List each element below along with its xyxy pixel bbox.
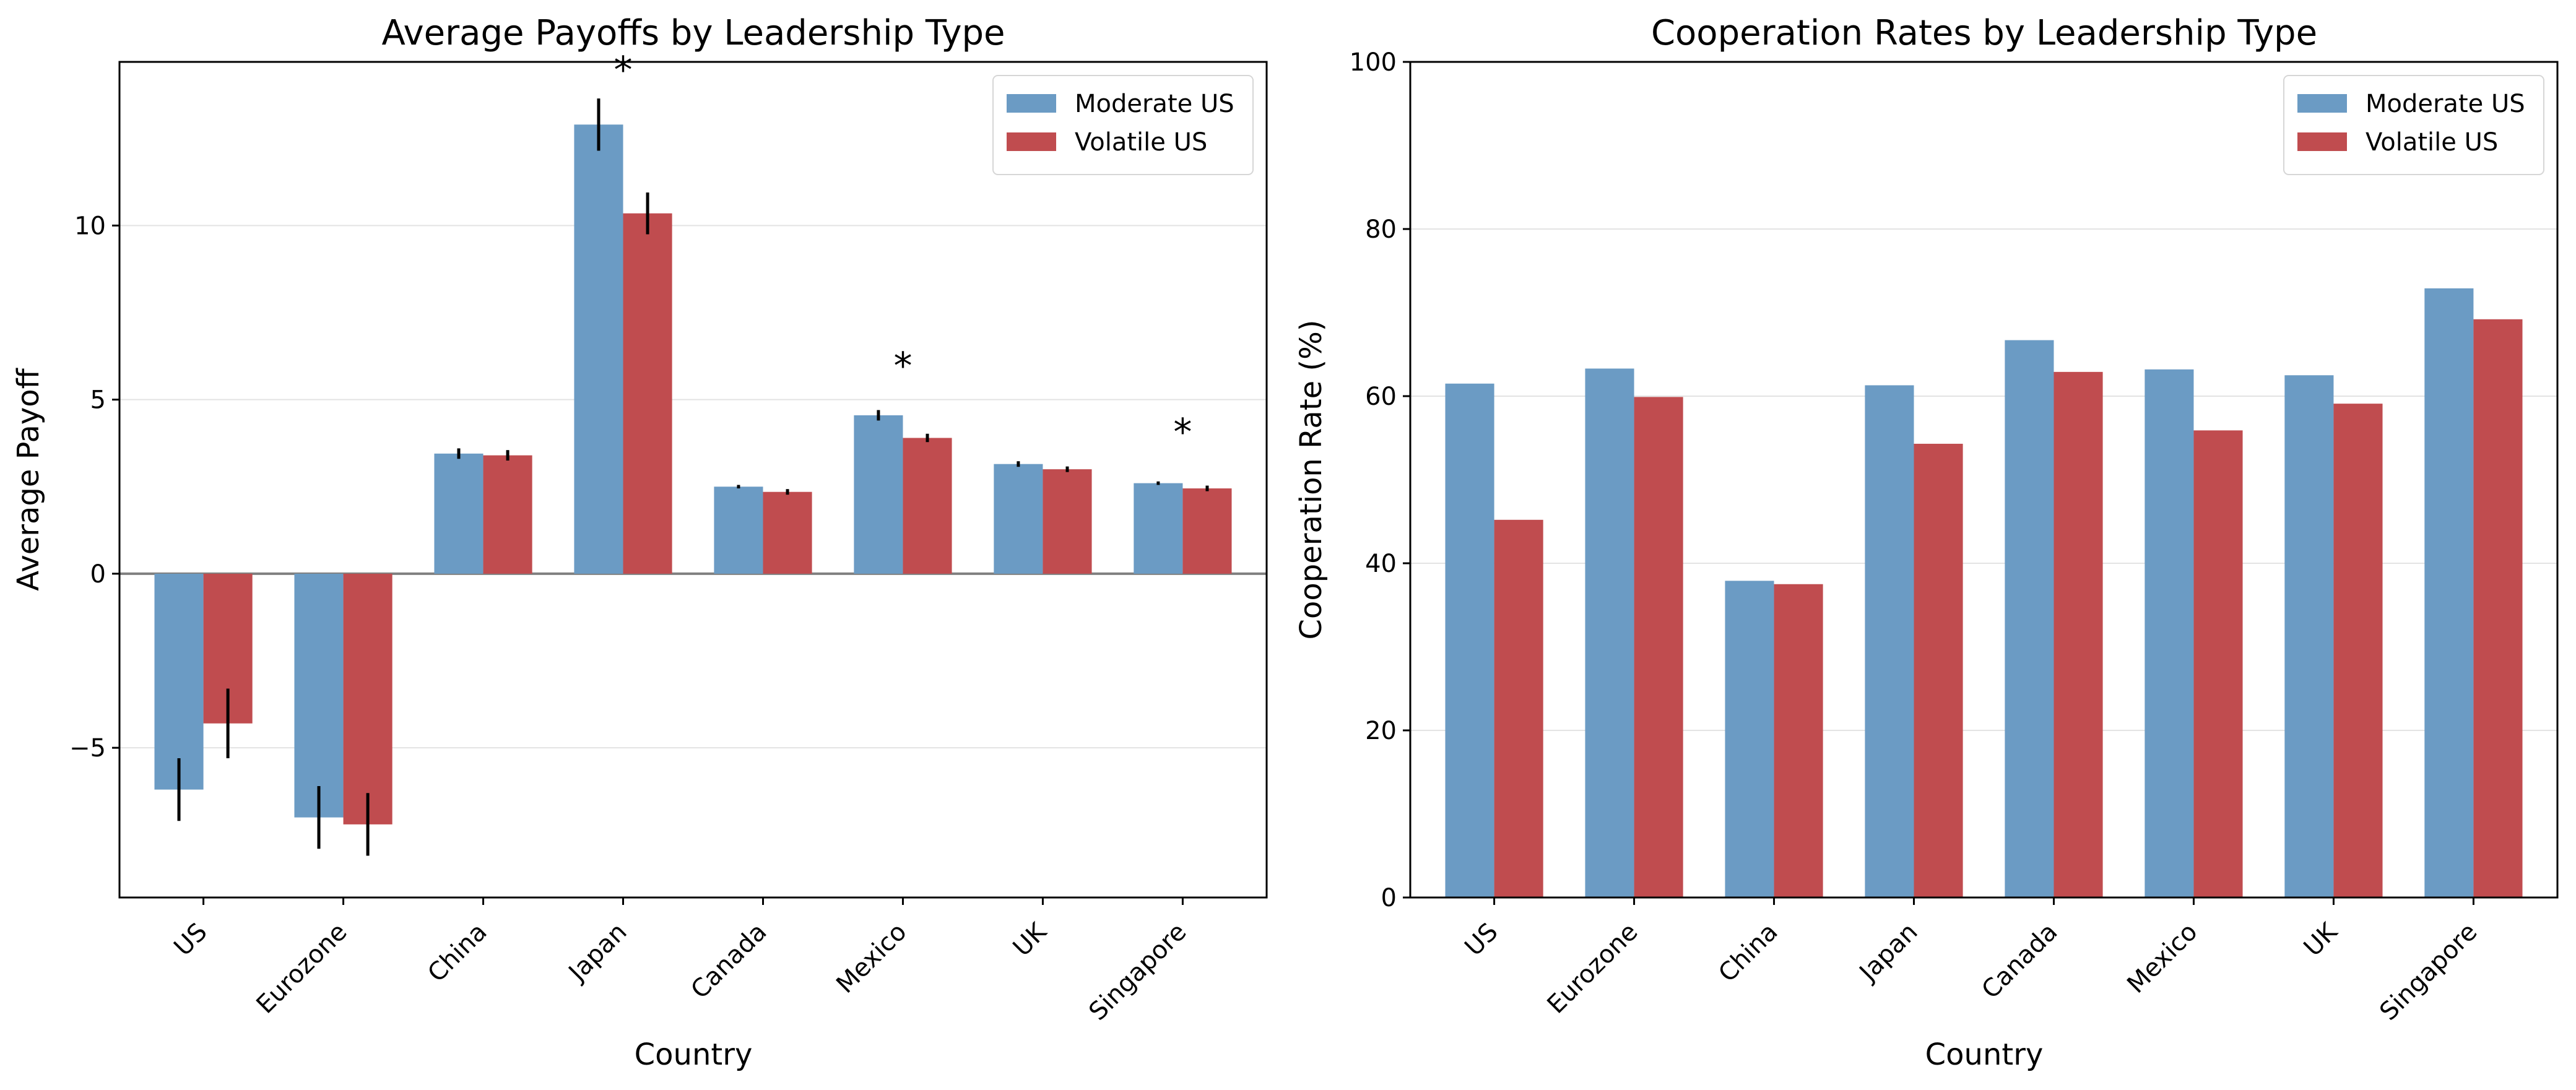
cooperation-chart-xlabel: Country — [1925, 1037, 2044, 1072]
significance-marker: * — [1173, 410, 1192, 454]
bar-volatile-us-mexico — [903, 438, 952, 574]
bar-moderate-us-singapore — [1134, 483, 1183, 574]
legend-label-volatile-us: Volatile US — [1075, 128, 1207, 157]
legend-label-volatile-us: Volatile US — [2366, 128, 2498, 157]
bar-moderate-us-mexico — [854, 415, 903, 574]
y-tick-label: 100 — [1350, 48, 1397, 77]
cooperation-chart-frame — [1409, 61, 2559, 899]
bar-moderate-us-china — [1725, 581, 1774, 898]
cooperation-chart-ylabel: Cooperation Rate (%) — [1294, 320, 1329, 640]
bar-moderate-us-china — [434, 453, 484, 574]
y-tick-label: 10 — [74, 212, 106, 240]
payoff-chart-ylabel: Average Payoff — [11, 368, 46, 590]
payoff-chart-title: Average Payoffs by Leadership Type — [382, 13, 1005, 53]
legend-swatch-volatile-us — [2297, 132, 2347, 151]
payoff-chart-xlabel: Country — [635, 1037, 753, 1072]
legend-swatch-moderate-us — [2297, 94, 2347, 113]
bar-moderate-us-uk — [994, 464, 1043, 574]
legend-box — [2283, 75, 2544, 175]
bar-moderate-us-us — [154, 573, 204, 790]
bar-moderate-us-japan — [1865, 385, 1914, 898]
bar-volatile-us-japan — [623, 213, 672, 574]
bar-moderate-us-canada — [2005, 340, 2054, 898]
bar-volatile-us-japan — [1914, 443, 1963, 898]
cooperation-chart-bars — [1445, 288, 2523, 898]
bar-volatile-us-china — [1774, 584, 1823, 898]
bar-volatile-us-uk — [2333, 404, 2383, 898]
bar-volatile-us-us — [1494, 519, 1543, 898]
cooperation-chart-y-axis: 0 20 40 60 80 100 — [1350, 48, 1410, 912]
payoff-chart-legend: Moderate US Volatile US — [992, 75, 1254, 175]
bar-volatile-us-eurozone — [343, 573, 392, 824]
significance-marker: * — [614, 48, 633, 92]
significance-marker: * — [893, 344, 912, 387]
cooperation-chart-title: Cooperation Rates by Leadership Type — [1651, 13, 2317, 53]
y-tick-label: 40 — [1365, 550, 1397, 578]
bar-moderate-us-mexico — [2144, 369, 2194, 898]
y-tick-label: 0 — [90, 560, 106, 589]
payoff-chart-bars — [154, 124, 1232, 824]
y-tick-label: 5 — [90, 386, 106, 415]
y-tick-label: −5 — [69, 734, 106, 763]
y-tick-label: 20 — [1365, 717, 1397, 745]
payoff-chart-error-bars: * * * — [177, 48, 1209, 856]
payoff-chart-y-axis: −5 0 5 10 — [69, 212, 119, 763]
bar-volatile-us-eurozone — [1634, 397, 1683, 898]
bar-moderate-us-eurozone — [1585, 368, 1634, 898]
legend-label-moderate-us: Moderate US — [2366, 90, 2525, 118]
legend-swatch-volatile-us — [1007, 132, 1056, 151]
bar-volatile-us-china — [483, 455, 532, 574]
legend-swatch-moderate-us — [1007, 94, 1056, 113]
cooperation-chart-legend: Moderate US Volatile US — [2283, 75, 2544, 175]
bar-moderate-us-japan — [574, 124, 623, 574]
legend-label-moderate-us: Moderate US — [1075, 90, 1234, 118]
y-tick-label: 0 — [1381, 884, 1397, 912]
bar-volatile-us-canada — [763, 491, 812, 574]
legend-box — [992, 75, 1254, 175]
bar-volatile-us-singapore — [2473, 319, 2523, 898]
bar-moderate-us-eurozone — [294, 573, 344, 818]
bar-volatile-us-singapore — [1182, 488, 1232, 574]
bar-moderate-us-uk — [2284, 375, 2334, 898]
bar-volatile-us-uk — [1043, 469, 1092, 574]
bar-moderate-us-us — [1445, 383, 1494, 898]
y-tick-label: 80 — [1365, 215, 1397, 244]
bar-moderate-us-singapore — [2424, 288, 2474, 898]
payoff-chart-frame — [118, 61, 1268, 899]
y-tick-label: 60 — [1365, 383, 1397, 411]
bar-volatile-us-canada — [2053, 371, 2103, 898]
bar-moderate-us-canada — [714, 487, 763, 574]
bar-volatile-us-mexico — [2193, 430, 2243, 898]
